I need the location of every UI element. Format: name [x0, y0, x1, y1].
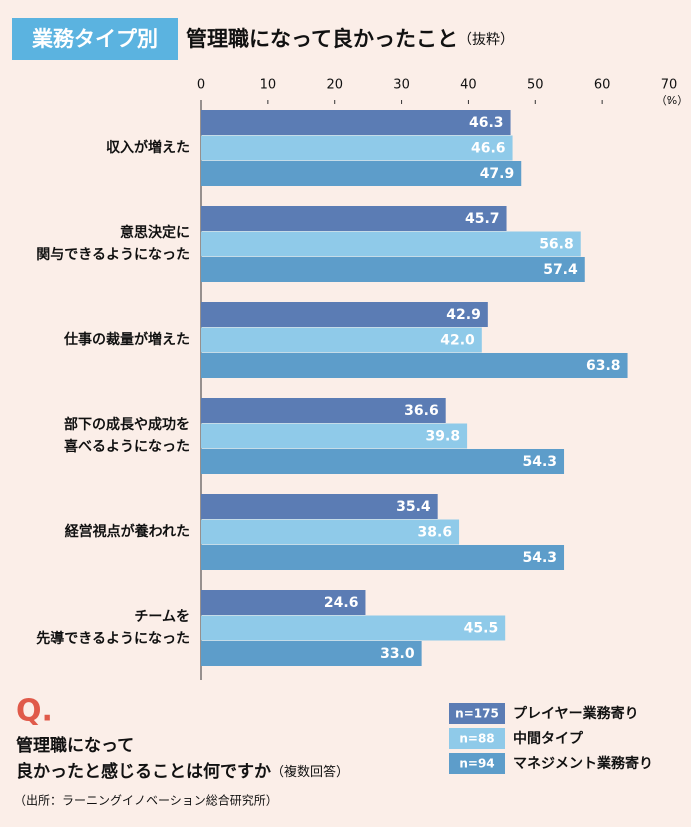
- legend-label: 中間タイプ: [513, 730, 584, 747]
- value-label: 57.4: [543, 262, 578, 278]
- tag: 業務タイプ別: [32, 27, 158, 51]
- value-label: 36.6: [404, 403, 439, 419]
- legend-swatch: [449, 703, 505, 724]
- value-label: 46.6: [471, 141, 506, 157]
- value-label: 46.3: [469, 115, 504, 131]
- x-tick-label: 70: [661, 78, 678, 93]
- x-tick-label: 30: [393, 78, 410, 93]
- title-main: 管理職になって良かったこと: [186, 27, 458, 51]
- legend-swatch: [449, 753, 505, 774]
- bar: [201, 231, 581, 257]
- bar: [201, 302, 488, 327]
- x-tick-label: 10: [260, 78, 277, 93]
- legend-swatch: [449, 728, 505, 749]
- bar: [201, 519, 460, 545]
- question-line: 管理職になって: [16, 735, 134, 756]
- value-label: 56.8: [539, 237, 574, 253]
- question-line: 良かったと感じることは何ですか: [16, 761, 271, 782]
- chart-title: 管理職になって良かったこと（抜粋）: [186, 27, 514, 51]
- bar: [201, 257, 585, 282]
- value-label: 45.5: [464, 621, 499, 637]
- y-tick-label: チームを: [134, 609, 190, 625]
- legend-label: マネジメント業務寄り: [513, 755, 653, 772]
- x-tick-label: 50: [527, 78, 544, 93]
- bar: [201, 641, 422, 666]
- bar: [201, 353, 628, 378]
- tag-box: [12, 18, 178, 60]
- bar: [201, 110, 511, 135]
- value-label: 63.8: [586, 358, 621, 374]
- y-tick-label: 仕事の裁量が増えた: [63, 331, 190, 348]
- x-tick-label: 20: [326, 78, 343, 93]
- bar: [201, 449, 565, 474]
- question-text: 良かったと感じることは何ですか（複数回答）: [16, 761, 349, 782]
- x-tick-label: 60: [594, 78, 611, 93]
- y-tick-label: 部下の成長や成功を: [64, 416, 190, 433]
- y-tick-label: 経営視点が養われた: [65, 523, 190, 540]
- bar: [201, 423, 468, 449]
- value-label: 45.7: [465, 211, 500, 227]
- bar: [201, 398, 446, 423]
- legend-n: n=94: [459, 757, 494, 771]
- value-label: 42.0: [440, 333, 475, 349]
- question-note: （複数回答）: [271, 764, 349, 780]
- y-tick-label: 収入が増えた: [106, 139, 190, 156]
- question-mark: Q.: [16, 694, 53, 729]
- value-label: 54.3: [522, 550, 557, 566]
- title-note: （抜粋）: [458, 32, 514, 48]
- bar: [201, 206, 507, 231]
- bar: [201, 135, 513, 161]
- value-label: 33.0: [380, 646, 415, 662]
- x-tick-label: 40: [460, 78, 477, 93]
- bar: [201, 590, 366, 615]
- value-label: 54.3: [522, 454, 557, 470]
- value-label: 35.4: [396, 499, 431, 515]
- source: （出所：ラーニングイノベーション総合研究所）: [14, 793, 278, 808]
- bar: [201, 327, 482, 353]
- bar: [201, 615, 506, 641]
- legend-n: n=175: [455, 707, 499, 721]
- value-label: 42.9: [446, 307, 481, 323]
- bar: [201, 494, 438, 519]
- x-unit: （%）: [656, 94, 688, 107]
- value-label: 38.6: [418, 525, 453, 541]
- value-label: 39.8: [426, 429, 461, 445]
- y-tick-label: 関与できるようになった: [36, 247, 190, 263]
- y-tick-label: 先導できるようになった: [36, 630, 190, 647]
- bar: [201, 545, 565, 570]
- bar: [201, 161, 522, 186]
- value-label: 24.6: [324, 595, 359, 611]
- legend-label: プレイヤー業務寄り: [513, 705, 639, 722]
- y-tick-label: 意思決定に: [120, 224, 190, 241]
- legend-n: n=88: [459, 732, 494, 746]
- x-tick-label: 0: [197, 78, 205, 93]
- y-tick-label: 喜べるようになった: [64, 438, 190, 455]
- value-label: 47.9: [480, 166, 515, 182]
